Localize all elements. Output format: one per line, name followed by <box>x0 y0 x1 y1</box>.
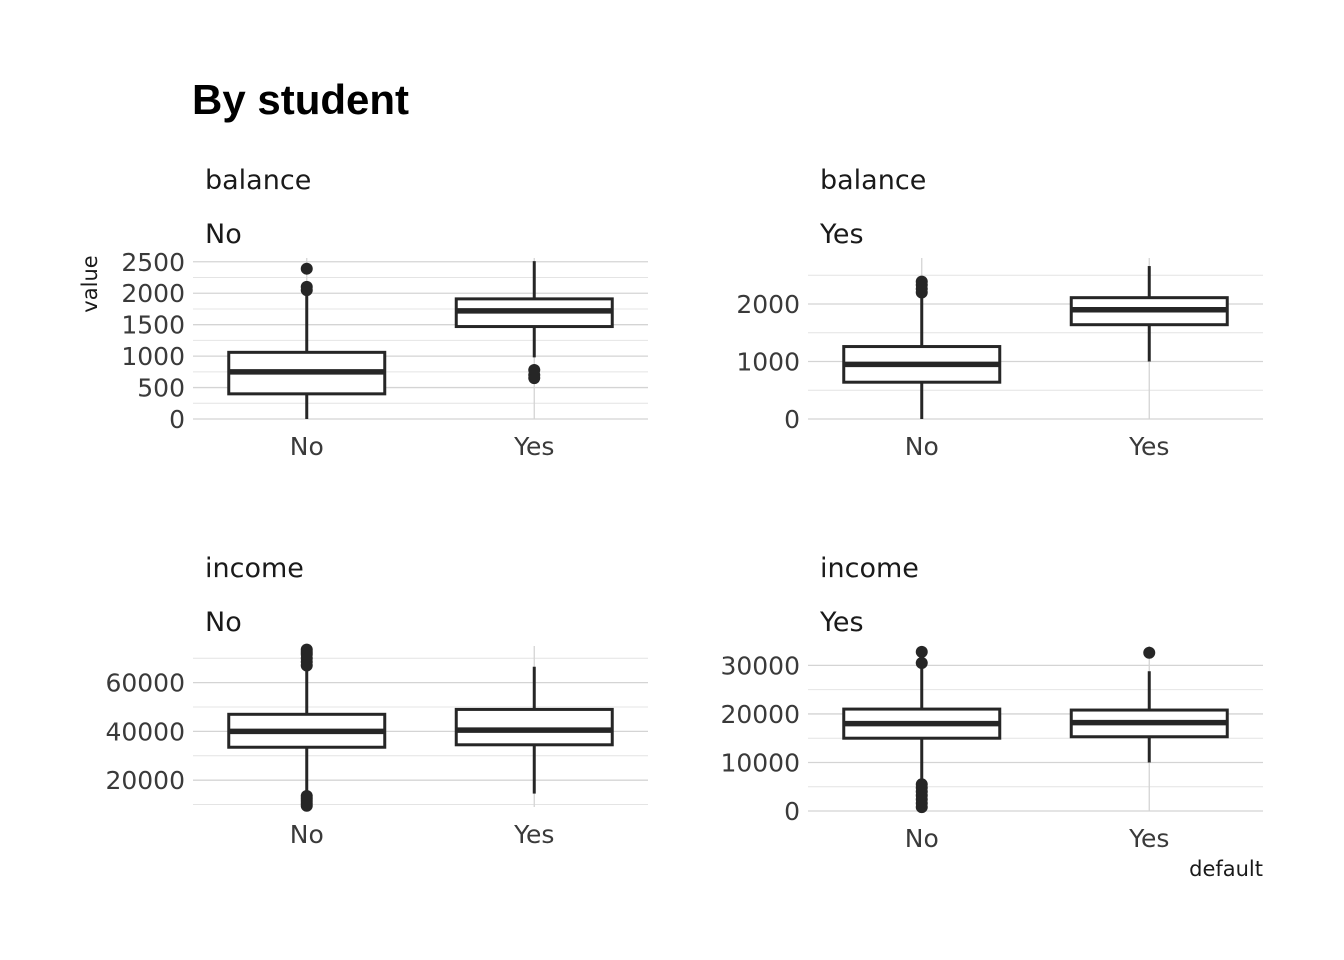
facet-strip-variable: income <box>820 553 919 584</box>
x-tick-label: Yes <box>513 820 554 849</box>
facet-strip-student: No <box>205 607 242 638</box>
boxplot-yes <box>1069 646 1229 763</box>
outlier-point <box>528 363 541 376</box>
y-tick-label: 2500 <box>121 248 185 277</box>
facet-panel: income Yes 0 10000 20000 30000 No Yes <box>720 553 1263 853</box>
outlier-point <box>915 656 928 669</box>
facet-strip-variable: income <box>205 553 304 584</box>
outlier-point <box>915 778 928 791</box>
y-axis-title: value <box>78 255 102 312</box>
outlier-point <box>300 262 313 275</box>
boxplot-yes <box>454 261 614 385</box>
outlier-point <box>300 280 313 293</box>
y-tick-label: 500 <box>137 374 185 403</box>
y-tick-label: 0 <box>784 797 800 826</box>
y-tick-label: 1000 <box>736 348 800 377</box>
y-tick-label: 1500 <box>121 311 185 340</box>
outlier-point <box>915 645 928 658</box>
outlier-point <box>1143 646 1156 659</box>
facet-panel: income No 20000 40000 60000 No Yes <box>105 553 648 849</box>
boxplot-yes <box>454 666 614 794</box>
boxplot-no <box>227 262 387 419</box>
facet-strip-variable: balance <box>820 165 926 196</box>
x-tick-label: Yes <box>1128 432 1169 461</box>
y-tick-label: 20000 <box>720 700 800 729</box>
y-tick-label: 60000 <box>105 669 185 698</box>
facet-strip-student: No <box>205 219 242 250</box>
box-iqr <box>454 707 614 747</box>
y-tick-label: 10000 <box>720 748 800 777</box>
y-tick-label: 0 <box>169 405 185 434</box>
chart-title: By student <box>192 76 409 123</box>
facet-strip-variable: balance <box>205 165 311 196</box>
boxplot-yes <box>1069 266 1229 362</box>
x-tick-label: No <box>905 432 939 461</box>
boxplot-no <box>842 275 1002 419</box>
x-axis-title: default <box>1189 857 1263 881</box>
x-tick-label: No <box>290 432 324 461</box>
y-tick-label: 40000 <box>105 717 185 746</box>
x-tick-label: No <box>290 820 324 849</box>
outlier-point <box>300 790 313 803</box>
y-tick-label: 20000 <box>105 766 185 795</box>
y-tick-label: 0 <box>784 405 800 434</box>
facet-strip-student: Yes <box>819 607 864 638</box>
y-tick-label: 2000 <box>121 279 185 308</box>
boxplot-no <box>227 643 387 812</box>
x-tick-label: No <box>905 824 939 853</box>
x-tick-label: Yes <box>513 432 554 461</box>
y-tick-label: 2000 <box>736 290 800 319</box>
y-tick-label: 30000 <box>720 651 800 680</box>
outlier-point <box>915 275 928 288</box>
boxplot-no <box>842 645 1002 814</box>
y-tick-label: 1000 <box>121 342 185 371</box>
facet-panel: balance Yes 0 1000 2000 No Yes <box>736 165 1263 461</box>
outlier-point <box>300 643 313 656</box>
x-tick-label: Yes <box>1128 824 1169 853</box>
facet-strip-student: Yes <box>819 219 864 250</box>
